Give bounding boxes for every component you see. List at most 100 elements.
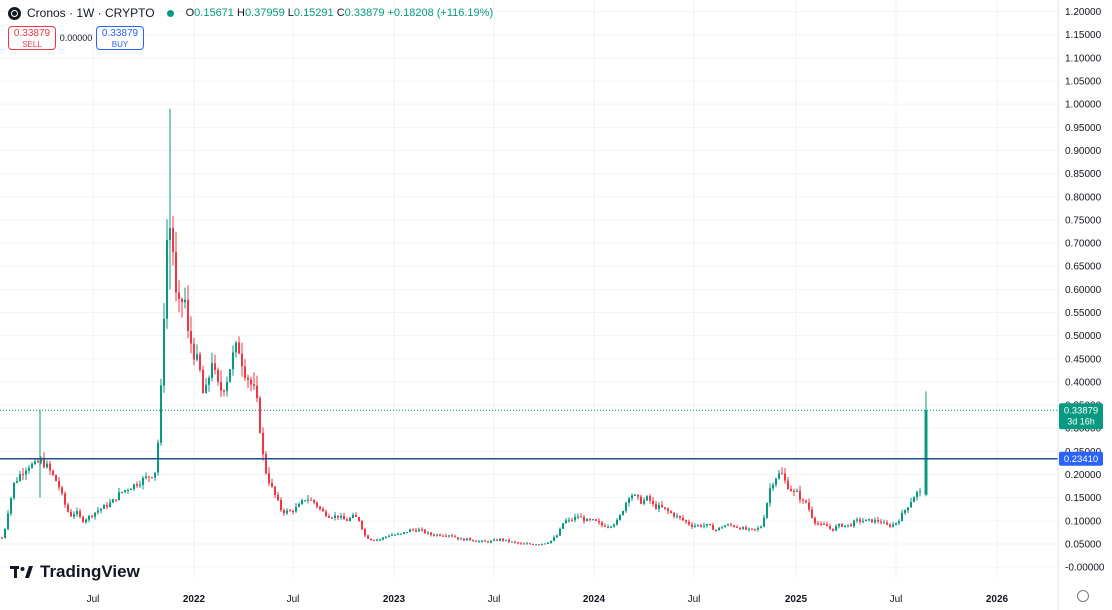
candle-body [880,521,882,523]
candle-body [715,529,717,531]
candle-body [907,507,909,511]
candle-body [94,512,96,517]
candle-body [787,480,789,490]
candle-body [364,529,366,536]
candle-body [409,529,411,533]
symbol-title[interactable]: Cronos · 1W · CRYPTO [27,6,155,20]
x-tick-label: 2023 [383,594,406,605]
candle-body [889,524,891,527]
candle-body [64,493,66,505]
candle-body [244,366,246,378]
change-value: +0.18208 (+116.19%) [387,7,494,19]
candle-body [145,476,147,479]
open-label: O [185,7,195,19]
candle-body [238,342,240,354]
countdown-label: 3d 16h [1067,416,1095,426]
candle-body [235,342,237,353]
candle-body [13,482,15,499]
y-tick-label: -0.00000 [1065,563,1105,574]
candle-body [919,491,921,493]
candle-body [898,521,900,523]
candle-body [541,543,543,545]
low-label: L [287,7,294,19]
candle-body [46,463,48,468]
candle-body [118,492,120,501]
candle-body [544,543,546,545]
candle-body [310,499,312,501]
buy-button[interactable]: 0.33879 BUY [96,26,144,50]
x-tick-label: 2022 [183,594,206,605]
y-tick-label: 1.20000 [1065,7,1102,18]
candle-body [697,525,699,527]
candle-body [667,508,669,512]
candle-body [460,538,462,540]
candle-body [622,510,624,516]
candle-body [739,527,741,530]
candle-body [598,520,600,523]
candle-body [100,508,102,511]
candle-body [613,524,615,527]
candle-body [655,504,657,509]
candle-body [253,384,255,386]
candle-body [163,318,165,386]
candle-body [649,496,651,501]
candle-body [742,527,744,530]
candle-body [517,542,519,544]
tradingview-brand[interactable]: TradingView [10,562,140,582]
candle-body [769,488,771,504]
candle-body [757,527,759,530]
spread-value: 0.00000 [59,33,93,43]
candle-body [475,540,477,542]
candle-body [382,537,384,540]
candle-body [268,473,270,484]
candlestick-series [1,108,928,546]
candle-body [682,517,684,521]
candle-body [298,503,300,507]
y-tick-label: 1.15000 [1065,30,1102,41]
candle-body [346,519,348,521]
last-candle-body [924,410,928,495]
y-tick-label: 0.70000 [1065,239,1102,250]
candle-body [127,490,129,492]
candle-body [388,535,390,537]
candle-body [277,494,279,500]
candle-body [736,526,738,528]
candle-body [181,298,183,303]
candle-body [805,500,807,503]
candle-body [205,384,207,394]
candle-body [508,539,510,542]
candle-body [436,534,438,536]
candle-body [430,532,432,535]
candle-body [136,484,138,486]
candle-body [280,499,282,511]
y-tick-label: 0.10000 [1065,516,1102,527]
candle-body [751,528,753,530]
sell-button[interactable]: 0.33879 SELL [8,26,56,50]
candle-body [343,515,345,520]
candle-body [853,520,855,527]
candle-body [406,532,408,534]
symbol-legend: Cronos · 1W · CRYPTO O0.15671 H0.37959 L… [8,6,493,20]
candle-body [340,515,342,518]
candle-body [808,502,810,510]
candle-body [679,515,681,518]
candle-body [790,489,792,492]
candle-body [532,544,534,546]
candle-body [184,299,186,303]
candle-body [373,540,375,542]
candle-body [415,530,417,532]
candle-body [826,524,828,527]
y-tick-label: 0.75000 [1065,215,1102,226]
candle-body [250,379,252,385]
candle-body [895,522,897,525]
candle-body [316,502,318,507]
candle-body [553,537,555,541]
candle-body [901,512,903,522]
candle-body [49,463,51,471]
candle-body [754,528,756,530]
gridlines [0,0,1058,578]
candle-body [208,377,210,385]
candle-body [559,528,561,536]
chart-settings-icon[interactable] [1077,590,1089,602]
